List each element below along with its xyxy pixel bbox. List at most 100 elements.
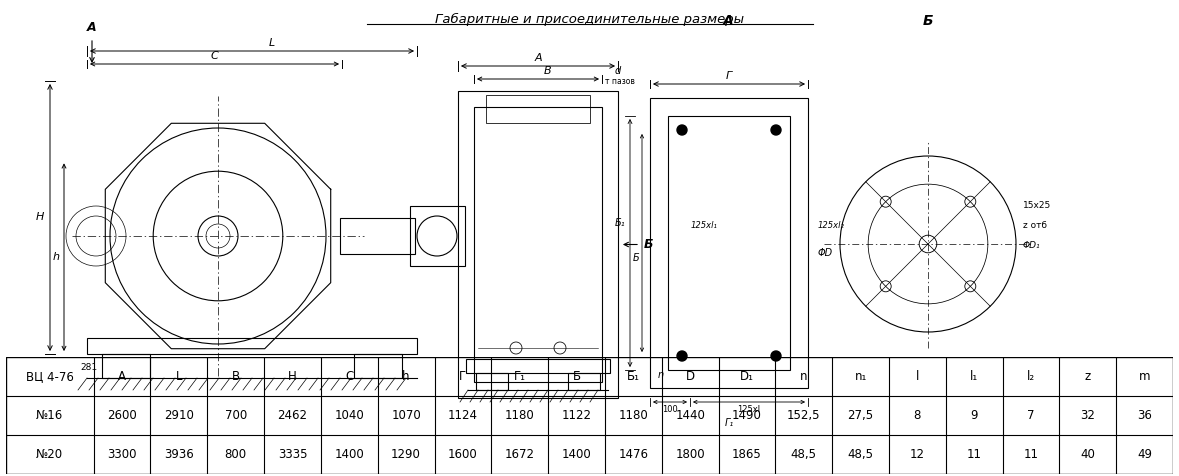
Text: Г₁: Г₁ bbox=[724, 418, 733, 428]
Text: 700: 700 bbox=[224, 409, 246, 422]
Text: Б₁: Б₁ bbox=[614, 218, 625, 228]
Circle shape bbox=[677, 351, 687, 361]
Text: А: А bbox=[118, 370, 126, 383]
Text: l: l bbox=[916, 370, 920, 383]
Text: 125xl₁: 125xl₁ bbox=[691, 220, 718, 229]
Text: 281: 281 bbox=[80, 364, 97, 373]
Text: 1290: 1290 bbox=[391, 448, 421, 461]
Text: 1440: 1440 bbox=[676, 409, 705, 422]
Text: 3335: 3335 bbox=[278, 448, 308, 461]
Text: z отб: z отб bbox=[1023, 221, 1047, 230]
Bar bbox=[103, 354, 150, 378]
Text: Б: Б bbox=[573, 370, 580, 383]
Text: В: В bbox=[545, 66, 552, 76]
Text: Г: Г bbox=[726, 71, 732, 81]
Bar bbox=[340, 218, 415, 254]
Bar bbox=[466, 359, 610, 373]
Text: 32: 32 bbox=[1080, 409, 1095, 422]
Text: 27,5: 27,5 bbox=[848, 409, 874, 422]
Text: Г: Г bbox=[460, 370, 467, 383]
Text: 1400: 1400 bbox=[561, 448, 592, 461]
Text: 1180: 1180 bbox=[619, 409, 648, 422]
Text: l₁: l₁ bbox=[970, 370, 979, 383]
Text: ΦD: ΦD bbox=[818, 248, 834, 258]
Text: 1865: 1865 bbox=[732, 448, 762, 461]
Text: Б: Б bbox=[923, 14, 934, 28]
Text: Б₁: Б₁ bbox=[627, 370, 640, 383]
Text: 800: 800 bbox=[224, 448, 246, 461]
Text: 1476: 1476 bbox=[618, 448, 648, 461]
Text: 1070: 1070 bbox=[391, 409, 421, 422]
Bar bbox=[650, 98, 808, 388]
Text: n: n bbox=[801, 370, 808, 383]
Text: D₁: D₁ bbox=[740, 370, 755, 383]
Text: 9: 9 bbox=[970, 409, 979, 422]
Text: l₂: l₂ bbox=[1027, 370, 1035, 383]
Text: №20: №20 bbox=[37, 448, 64, 461]
Bar bbox=[668, 116, 790, 370]
Text: Г₁: Г₁ bbox=[514, 370, 526, 383]
Bar bbox=[568, 373, 600, 390]
Text: n₁: n₁ bbox=[855, 370, 867, 383]
Text: 3300: 3300 bbox=[107, 448, 137, 461]
Text: L: L bbox=[176, 370, 182, 383]
Text: 1400: 1400 bbox=[335, 448, 364, 461]
Text: n: n bbox=[658, 370, 664, 380]
Text: 1180: 1180 bbox=[505, 409, 534, 422]
Text: 12: 12 bbox=[910, 448, 926, 461]
Text: Н: Н bbox=[35, 212, 44, 222]
Bar bbox=[410, 206, 465, 266]
Bar bbox=[476, 373, 508, 390]
Text: С: С bbox=[345, 370, 354, 383]
Text: 100: 100 bbox=[663, 405, 678, 414]
Text: Б: Б bbox=[644, 238, 653, 251]
Text: 40: 40 bbox=[1080, 448, 1095, 461]
Text: 7: 7 bbox=[1027, 409, 1035, 422]
Bar bbox=[354, 354, 402, 378]
Bar bbox=[87, 338, 417, 354]
Text: ВЦ 4-76: ВЦ 4-76 bbox=[26, 370, 74, 383]
Text: 3936: 3936 bbox=[164, 448, 193, 461]
Text: 125xl: 125xl bbox=[737, 405, 760, 414]
Text: 1122: 1122 bbox=[561, 409, 592, 422]
Text: В: В bbox=[231, 370, 239, 383]
Text: А: А bbox=[534, 53, 542, 63]
Circle shape bbox=[771, 351, 780, 361]
Text: №16: №16 bbox=[37, 409, 64, 422]
Text: 48,5: 48,5 bbox=[791, 448, 817, 461]
Text: ΦD₁: ΦD₁ bbox=[1023, 241, 1041, 250]
Text: D: D bbox=[686, 370, 694, 383]
Circle shape bbox=[677, 125, 687, 135]
Text: 1490: 1490 bbox=[732, 409, 762, 422]
Bar bbox=[474, 107, 602, 382]
Text: 2462: 2462 bbox=[277, 409, 308, 422]
Text: т пазов: т пазов bbox=[605, 77, 635, 86]
Text: 15x25: 15x25 bbox=[1023, 201, 1052, 210]
Text: 1600: 1600 bbox=[448, 448, 477, 461]
Text: m: m bbox=[1139, 370, 1151, 383]
Text: 1672: 1672 bbox=[505, 448, 535, 461]
Text: d: d bbox=[615, 66, 621, 76]
Text: Б: Б bbox=[632, 253, 639, 263]
Text: 1124: 1124 bbox=[448, 409, 477, 422]
Text: 8: 8 bbox=[914, 409, 921, 422]
Text: 2600: 2600 bbox=[107, 409, 137, 422]
Bar bbox=[486, 95, 590, 123]
Text: Н: Н bbox=[288, 370, 297, 383]
Circle shape bbox=[771, 125, 780, 135]
Text: h: h bbox=[402, 370, 410, 383]
Bar bbox=[457, 91, 618, 398]
Text: 1800: 1800 bbox=[676, 448, 705, 461]
Text: 36: 36 bbox=[1138, 409, 1152, 422]
Text: 125xl₂: 125xl₂ bbox=[818, 220, 845, 229]
Text: С: С bbox=[211, 51, 218, 61]
Text: 2910: 2910 bbox=[164, 409, 193, 422]
Text: h: h bbox=[53, 252, 60, 262]
Text: 49: 49 bbox=[1138, 448, 1152, 461]
Text: 1040: 1040 bbox=[335, 409, 364, 422]
Text: Габаритные и присоединительные размеры: Габаритные и присоединительные размеры bbox=[435, 13, 745, 26]
Text: z: z bbox=[1085, 370, 1091, 383]
Text: L: L bbox=[269, 38, 275, 48]
Text: А: А bbox=[723, 14, 733, 28]
Text: 48,5: 48,5 bbox=[848, 448, 874, 461]
